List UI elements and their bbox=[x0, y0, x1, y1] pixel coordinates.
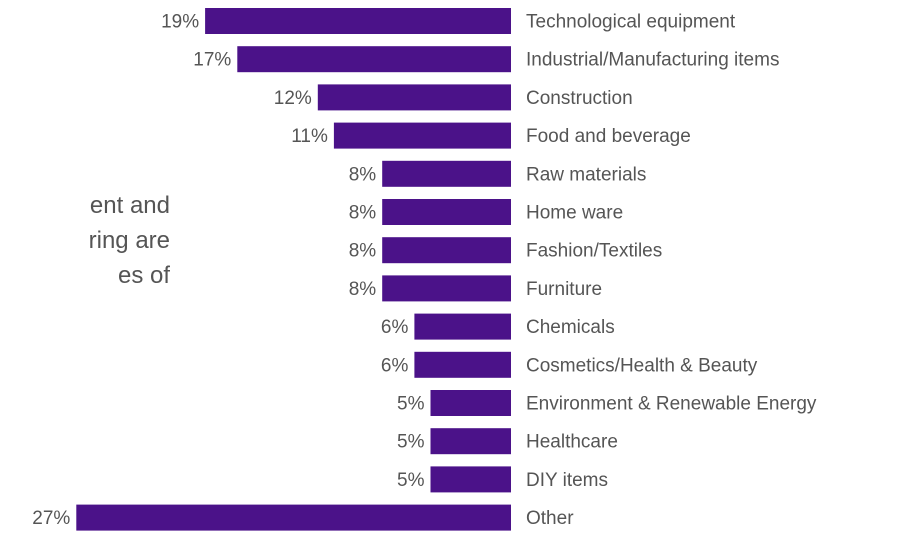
value-label-8: 8% bbox=[349, 279, 377, 300]
category-label-1: Technological equipment bbox=[526, 12, 736, 33]
value-label-7: 8% bbox=[349, 241, 377, 262]
value-label-5: 8% bbox=[349, 164, 377, 185]
bar-3 bbox=[317, 84, 511, 111]
bar-4 bbox=[333, 122, 511, 149]
category-label-2: Industrial/Manufacturing items bbox=[526, 50, 779, 71]
bar-2 bbox=[237, 46, 512, 73]
value-label-14: 27% bbox=[32, 508, 70, 529]
bar-10 bbox=[414, 351, 511, 378]
value-label-3: 12% bbox=[274, 88, 312, 109]
value-label-13: 5% bbox=[397, 470, 425, 491]
category-label-9: Chemicals bbox=[526, 317, 615, 338]
category-label-6: Home ware bbox=[526, 203, 623, 224]
category-label-4: Food and beverage bbox=[526, 126, 691, 147]
category-label-3: Construction bbox=[526, 88, 633, 109]
bar-1 bbox=[205, 8, 511, 34]
bar-8 bbox=[382, 275, 511, 302]
value-label-10: 6% bbox=[381, 355, 409, 376]
bar-12 bbox=[430, 428, 511, 455]
side-text-line-3: es of bbox=[117, 262, 170, 289]
category-label-12: Healthcare bbox=[526, 432, 618, 453]
category-label-7: Fashion/Textiles bbox=[526, 241, 662, 262]
bar-14 bbox=[76, 504, 512, 531]
category-label-13: DIY items bbox=[526, 470, 608, 491]
value-label-1: 19% bbox=[161, 12, 199, 33]
category-label-14: Other bbox=[526, 508, 574, 529]
bar-5 bbox=[382, 160, 511, 187]
category-label-10: Cosmetics/Health & Beauty bbox=[526, 355, 758, 376]
value-label-9: 6% bbox=[381, 317, 409, 338]
side-text-line-1: ent and bbox=[89, 192, 170, 219]
category-label-8: Furniture bbox=[526, 279, 602, 300]
value-label-2: 17% bbox=[193, 50, 231, 71]
bar-13 bbox=[430, 466, 511, 493]
value-label-12: 5% bbox=[397, 432, 425, 453]
side-text-line-2: ring are bbox=[88, 227, 170, 254]
side-text-fragment: ent and ring are es of bbox=[0, 188, 170, 293]
category-label-11: Environment & Renewable Energy bbox=[526, 394, 817, 415]
value-label-11: 5% bbox=[397, 394, 425, 415]
bar-9 bbox=[414, 313, 511, 340]
bar-6 bbox=[382, 199, 511, 225]
value-label-6: 8% bbox=[349, 203, 377, 224]
bar-11 bbox=[430, 390, 511, 416]
bar-7 bbox=[382, 237, 511, 264]
category-label-5: Raw materials bbox=[526, 164, 646, 185]
value-label-4: 11% bbox=[291, 126, 328, 147]
